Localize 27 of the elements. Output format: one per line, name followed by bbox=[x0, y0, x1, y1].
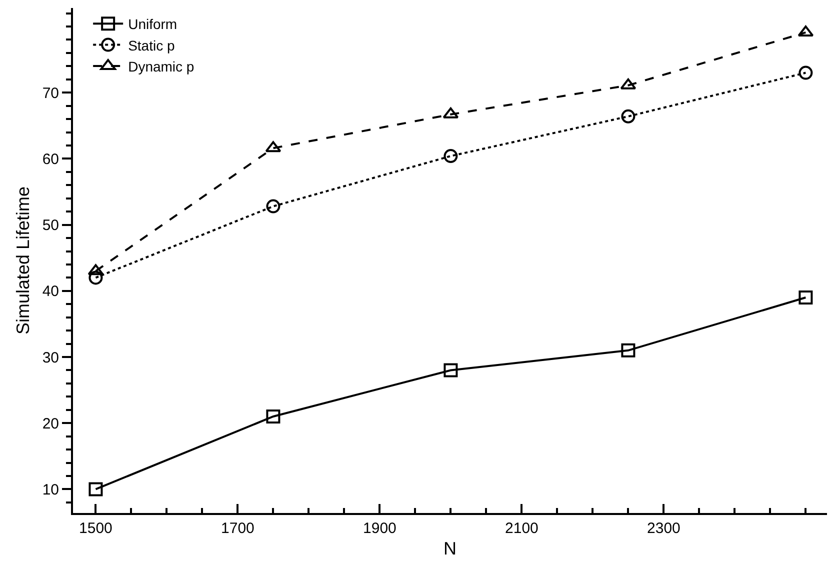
legend-label: Static p bbox=[128, 37, 175, 54]
point bbox=[444, 149, 458, 164]
y-tick-label: 20 bbox=[42, 415, 59, 432]
point bbox=[266, 199, 280, 214]
point bbox=[88, 482, 103, 496]
x-tick-label: 1900 bbox=[363, 520, 396, 537]
point bbox=[621, 343, 636, 358]
y-tick-label: 30 bbox=[42, 349, 59, 366]
point bbox=[88, 270, 103, 285]
x-axis-title: N bbox=[444, 538, 456, 559]
point bbox=[798, 290, 813, 305]
y-tick-label: 10 bbox=[42, 481, 59, 498]
x-tick-label: 2300 bbox=[647, 520, 680, 537]
y-tick-label: 40 bbox=[42, 283, 59, 300]
legend-label: Uniform bbox=[128, 16, 178, 32]
point bbox=[444, 363, 458, 378]
legend-label: Dynamic p bbox=[128, 58, 194, 74]
point bbox=[798, 66, 813, 80]
x-tick-label: 2100 bbox=[505, 520, 538, 537]
x-tick-label: 1500 bbox=[79, 520, 112, 537]
y-axis-title: Simulated Lifetime bbox=[13, 186, 34, 335]
y-tick-label: 50 bbox=[42, 217, 59, 234]
y-tick-label: 60 bbox=[42, 150, 59, 168]
point bbox=[621, 109, 636, 124]
point bbox=[266, 409, 280, 424]
x-tick-label: 1700 bbox=[221, 520, 254, 537]
y-tick-label: 70 bbox=[42, 84, 59, 102]
